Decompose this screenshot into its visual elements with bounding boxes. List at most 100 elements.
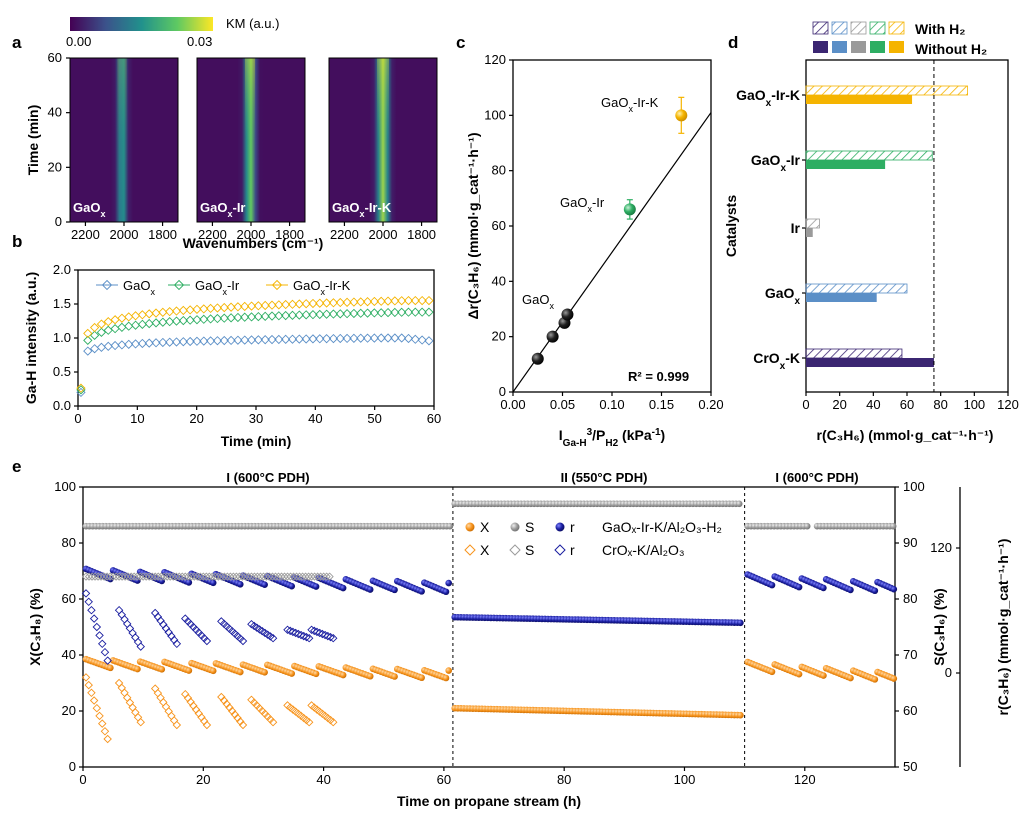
- point-GaOx-Ir-K: [212, 303, 223, 313]
- panel-a-xlabel: Wavenumbers (cm⁻¹): [183, 235, 324, 251]
- cr-rate-point: [202, 636, 212, 646]
- cr-selectivity-point: [250, 572, 259, 581]
- xlabel-sub2: H2: [605, 438, 618, 449]
- cr-rate-point: [164, 628, 173, 637]
- ga-conversion-point: [366, 672, 374, 680]
- panel-e-ylabel-mid: S(C₃H₆) (%): [931, 588, 947, 665]
- ga-rate-point: [442, 588, 450, 596]
- cr-conversion-point: [120, 688, 129, 698]
- heatmap-peak-band: [117, 58, 127, 222]
- panel-b-ylabel: Ga-H intensity (a.u.): [23, 272, 39, 404]
- point-GaOx-Ir-K: [219, 302, 229, 313]
- point-GaOx-Ir-K: [335, 297, 345, 308]
- ga-rate-point: [339, 584, 347, 592]
- point-GaOx: [205, 336, 216, 346]
- point-GaOx-Ir: [124, 321, 134, 331]
- y-tick-label: 0.5: [53, 364, 71, 379]
- point-GaOx-Ir: [130, 320, 141, 330]
- point-GaOx-Ir: [151, 318, 161, 328]
- label-gaox-ir-k: GaOx-Ir-K: [601, 95, 659, 114]
- point-GaOx-Ir: [205, 314, 216, 324]
- xlabel-mid: /P: [592, 427, 605, 443]
- x-tick-label: 0: [802, 397, 809, 412]
- panel-d-frame: [805, 59, 1009, 393]
- cr-conversion-point: [117, 683, 127, 693]
- point-GaOx: [281, 334, 291, 344]
- ga-conversion-point: [158, 666, 166, 673]
- legend-marker: [101, 279, 113, 291]
- cr-selectivity-point: [93, 572, 103, 581]
- cr-selectivity-point: [244, 572, 253, 581]
- y-right-tick-label: 0: [945, 665, 952, 680]
- cr-selectivity-point: [274, 572, 283, 581]
- ga-rate-point: [445, 579, 453, 587]
- cr-rate-point: [136, 642, 145, 651]
- y-tick-label: 0: [55, 214, 62, 229]
- ga-conversion-point: [795, 670, 803, 678]
- label-rest: -Ir-K: [633, 95, 659, 110]
- x-tick-label: 40: [308, 411, 322, 426]
- cr-selectivity-point: [96, 572, 106, 581]
- point-GaOx: [294, 334, 304, 344]
- section-1-label: I (600°C PDH): [226, 470, 309, 485]
- label-sub: x: [628, 104, 633, 114]
- ga-selectivity-point: [803, 522, 811, 530]
- point-GaOx: [349, 333, 359, 343]
- cr-selectivity-point: [325, 572, 334, 581]
- label-gaox-ir: GaOx-Ir: [560, 195, 605, 214]
- cr-rate-point: [120, 615, 129, 624]
- ga-conversion-point: [288, 670, 296, 677]
- y-tick-label: 0: [499, 384, 506, 399]
- legend-key: X: [480, 542, 490, 558]
- legend-solid-swatch: [813, 41, 828, 53]
- cr-rate-point: [238, 636, 248, 646]
- bar-with-h2: [805, 218, 820, 229]
- cat-main: CrO: [753, 350, 780, 366]
- cr-conversion-point: [128, 703, 137, 712]
- heatmap-label: GaOx-Ir-K: [332, 200, 392, 219]
- x-tick-label: 100: [674, 772, 696, 787]
- cr-conversion-point: [103, 734, 112, 744]
- y-tick-label: 100: [484, 107, 506, 122]
- point-GaOx-Ir-K: [178, 305, 188, 316]
- legend-solid-swatch: [889, 41, 904, 53]
- cr-rate-point: [302, 632, 311, 642]
- label-main: GaO: [332, 200, 359, 215]
- legend-sub: x: [320, 287, 325, 297]
- cat-sub: x: [780, 361, 786, 372]
- point-GaOx: [96, 342, 107, 352]
- point-GaOx-Ir: [335, 309, 345, 319]
- y-tick-label: 100: [54, 479, 76, 494]
- cr-selectivity-point: [268, 572, 277, 581]
- point-GaOx: [110, 340, 120, 351]
- cr-selectivity-point: [178, 572, 187, 581]
- point-GaOx-Ir-K: [356, 297, 366, 307]
- category-label: GaOx: [765, 285, 801, 307]
- cr-rate-point: [114, 605, 124, 615]
- point-GaOx-Ir: [342, 309, 352, 319]
- x-tick-label: 0.05: [550, 397, 575, 412]
- panel-c-chart: 0.00 0.05 0.10 0.15 0.20 0 20 40 60 80 100 120 R² =…: [465, 52, 724, 449]
- x-tick-label: 1800: [407, 227, 436, 242]
- label-rest: -Ir: [232, 200, 245, 215]
- y-tick-label: 0.0: [53, 398, 71, 413]
- data-point: [561, 308, 574, 321]
- cr-selectivity-point: [90, 572, 100, 581]
- point-GaOx-Ir: [178, 315, 188, 326]
- point-GaOx: [151, 338, 161, 348]
- x-tick-label: 0: [79, 772, 86, 787]
- ga-conversion-point: [209, 667, 217, 675]
- legend-main: GaO: [195, 278, 222, 293]
- cr-rate-point: [100, 647, 110, 657]
- panel-e-xlabel: Time on propane stream (h): [397, 793, 581, 809]
- cr-conversion-point: [133, 713, 143, 722]
- point-GaOx-Ir: [233, 312, 243, 323]
- cr-conversion-point: [328, 717, 338, 727]
- cr-selectivity-point: [238, 572, 247, 581]
- point-GaOx-Ir-K: [362, 297, 373, 307]
- point-GaOx: [240, 335, 250, 345]
- point-GaOx: [383, 333, 393, 343]
- cr-rate-point: [268, 633, 278, 643]
- colorbar-max: 0.03: [187, 34, 212, 49]
- fit-line: [512, 112, 712, 393]
